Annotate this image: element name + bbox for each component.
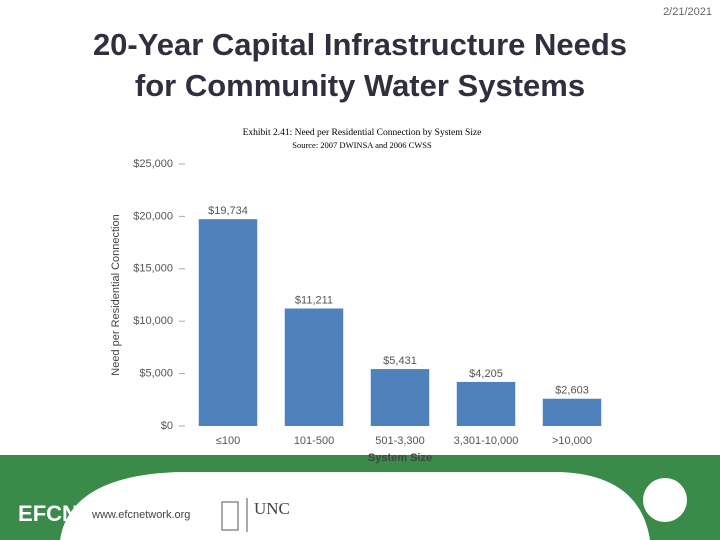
bar: [542, 398, 602, 426]
x-tick-label: 501-3,300: [375, 435, 425, 447]
y-tick-label: $0: [161, 420, 173, 432]
value-label: $5,431: [383, 355, 417, 367]
sprout-logo: [643, 478, 687, 522]
value-label: $11,211: [295, 294, 333, 306]
x-axis-label: System Size: [368, 452, 432, 464]
slide-title: 20-Year Capital Infrastructure Needs: [93, 27, 627, 62]
footer-url: www.efcnetwork.org: [91, 509, 190, 521]
y-tick-label: $15,000: [133, 263, 173, 275]
bar: [456, 381, 516, 426]
value-label: $2,603: [555, 385, 589, 397]
unc-logo-mark: [221, 501, 239, 531]
footer-curve: [60, 472, 650, 540]
x-tick-label: 101-500: [294, 435, 334, 447]
slide-title: for Community Water Systems: [135, 68, 585, 103]
x-tick-label: ≤100: [216, 435, 240, 447]
logo-text: UNC: [254, 499, 290, 518]
chart-title: Exhibit 2.41: Need per Residential Conne…: [243, 128, 482, 138]
y-tick-label: $5,000: [139, 368, 173, 380]
chart-subtitle: Source: 2007 DWINSA and 2006 CWSS: [292, 140, 432, 150]
slide-bg: [0, 0, 720, 455]
value-label: $19,734: [208, 205, 248, 217]
logo-text: EFCN: [18, 501, 78, 526]
date: 2/21/2021: [663, 6, 712, 18]
value-label: $4,205: [469, 368, 503, 380]
bar: [198, 219, 258, 426]
y-tick-label: $25,000: [133, 158, 173, 170]
bar: [284, 308, 344, 426]
bar: [370, 369, 430, 426]
y-tick-label: $20,000: [133, 210, 173, 222]
x-tick-label: >10,000: [552, 435, 592, 447]
y-tick-label: $10,000: [133, 315, 173, 327]
x-tick-label: 3,301-10,000: [454, 435, 519, 447]
y-axis-label: Need per Residential Connection: [110, 214, 122, 375]
